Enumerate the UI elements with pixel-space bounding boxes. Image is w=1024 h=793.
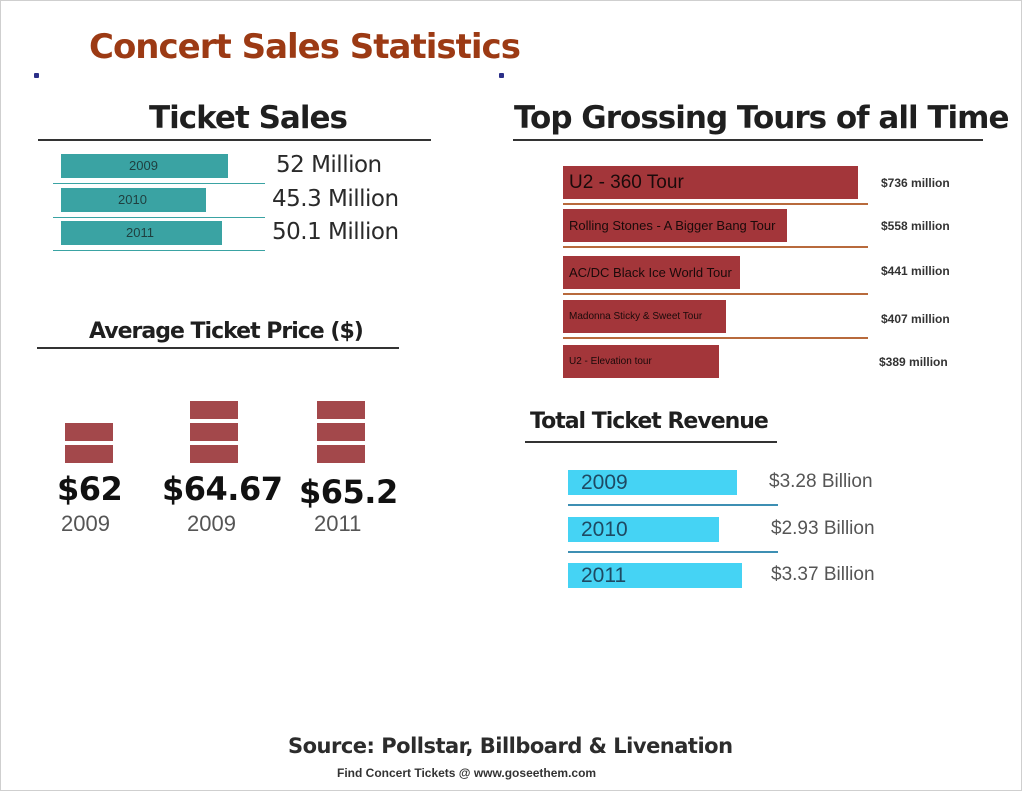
revenue-underline [568,551,778,553]
price-brick [317,423,365,441]
tour-value: $558 million [881,219,950,233]
tour-underline [563,246,868,248]
ticket-sales-underline [53,183,265,184]
tour-value: $407 million [881,312,950,326]
price-brick [190,401,238,419]
ticket-sales-year-label: 2011 [126,225,154,240]
corner-dot-left [34,73,39,78]
ticket-sales-value: 52 Million [276,152,382,178]
revenue-heading: Total Ticket Revenue [530,409,769,434]
ticket-sales-rule [38,139,431,141]
tour-bar: U2 - 360 Tour [563,166,858,199]
ticket-sales-year-label: 2010 [118,192,147,207]
revenue-year-label: 2010 [581,518,628,541]
price-brick [190,445,238,463]
price-brick [317,445,365,463]
price-brick [65,445,113,463]
tour-value: $441 million [881,264,950,278]
ticket-sales-underline [53,250,265,251]
avg-price-value: $64.67 [162,470,283,508]
tour-bar: Madonna Sticky & Sweet Tour [563,300,726,333]
revenue-value: $3.28 Billion [769,471,873,492]
tour-name-label: Madonna Sticky & Sweet Tour [569,311,703,322]
top-tours-rule [513,139,983,141]
tour-name-label: U2 - Elevation tour [569,356,652,367]
tour-underline [563,203,868,205]
tour-name-label: Rolling Stones - A Bigger Bang Tour [569,218,776,233]
tour-name-label: AC/DC Black Ice World Tour [569,265,732,280]
revenue-rule [525,441,777,443]
avg-price-heading: Average Ticket Price ($) [89,319,364,344]
avg-price-year: 2011 [314,511,362,536]
revenue-bar: 2010 [568,517,719,542]
tour-underline [563,337,868,339]
ticket-sales-year-label: 2009 [129,158,158,173]
ticket-sales-value: 45.3 Million [272,186,399,212]
price-brick [65,423,113,441]
tour-value: $389 million [879,355,948,369]
ticket-sales-heading: Ticket Sales [149,100,348,136]
tour-name-label: U2 - 360 Tour [569,172,684,193]
avg-price-value: $65.2 [299,473,398,511]
corner-dot-right [499,73,504,78]
ticket-sales-underline [53,217,265,218]
revenue-bar: 2009 [568,470,737,495]
credit-text: Find Concert Tickets @ www.goseethem.com [337,766,597,780]
revenue-value: $3.37 Billion [771,564,875,585]
revenue-value: $2.93 Billion [771,518,875,539]
revenue-year-label: 2011 [581,564,627,587]
ticket-sales-bar: 2011 [61,221,222,245]
avg-price-rule [37,347,399,349]
page-title: Concert Sales Statistics [89,27,521,67]
ticket-sales-bar: 2010 [61,188,206,212]
price-brick [190,423,238,441]
avg-price-value: $62 [57,470,123,508]
revenue-underline [568,504,778,506]
source-text: Source: Pollstar, Billboard & Livenation [288,734,733,758]
avg-price-year: 2009 [61,511,110,536]
revenue-year-label: 2009 [581,471,628,494]
ticket-sales-bar: 2009 [61,154,228,178]
ticket-sales-value: 50.1 Million [272,219,399,245]
tour-bar: U2 - Elevation tour [563,345,719,378]
top-tours-heading: Top Grossing Tours of all Time [514,100,1009,136]
price-brick [317,401,365,419]
revenue-bar: 2011 [568,563,742,588]
tour-underline [563,293,868,295]
tour-value: $736 million [881,176,950,190]
tour-bar: Rolling Stones - A Bigger Bang Tour [563,209,787,242]
avg-price-year: 2009 [187,511,236,536]
tour-bar: AC/DC Black Ice World Tour [563,256,740,289]
